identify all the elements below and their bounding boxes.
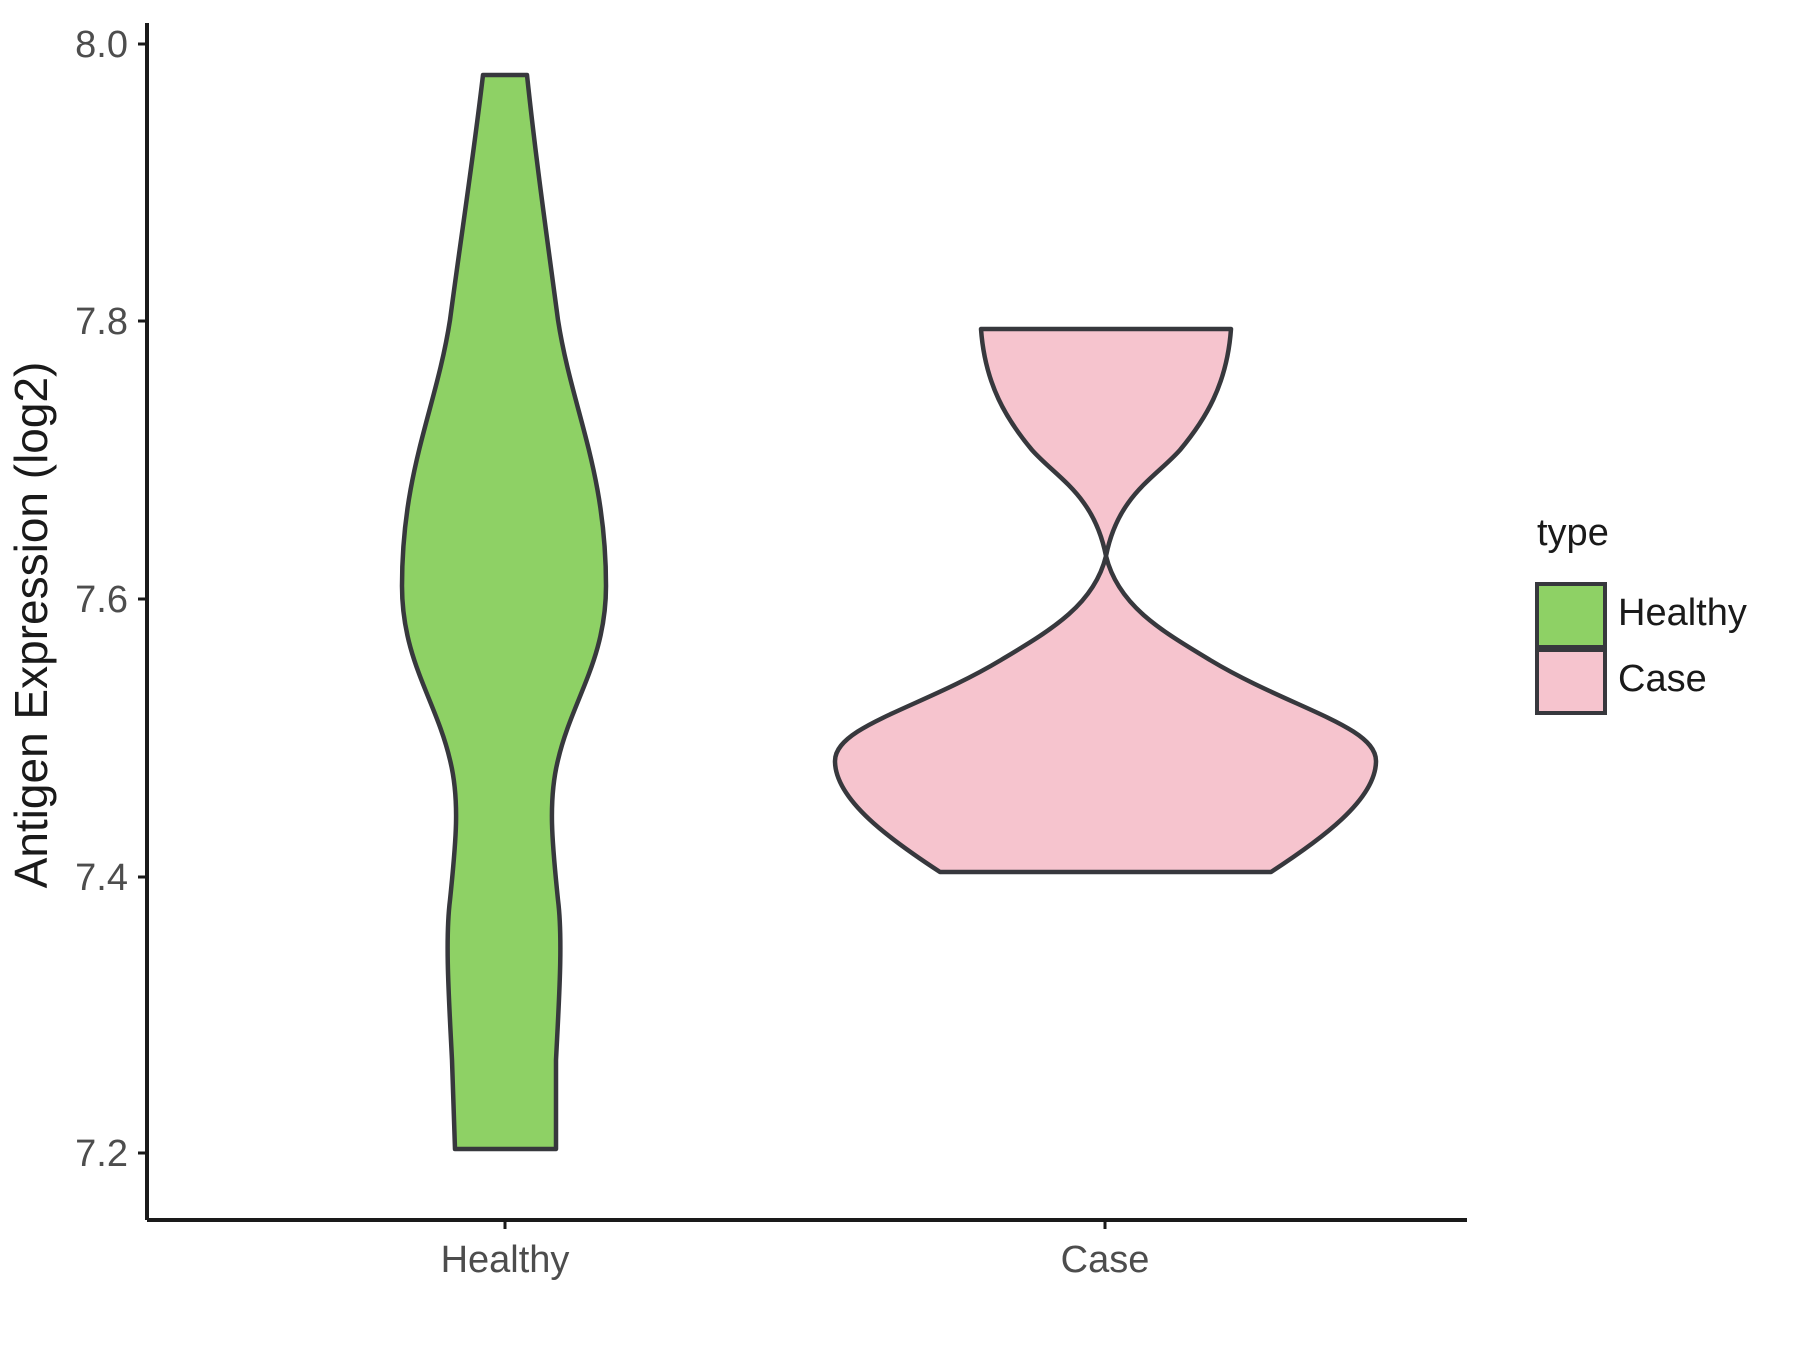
svg-text:Healthy: Healthy <box>1618 592 1747 634</box>
svg-text:Healthy: Healthy <box>441 1239 570 1281</box>
svg-text:7.2: 7.2 <box>75 1133 128 1175</box>
svg-text:Antigen Expression (log2): Antigen Expression (log2) <box>5 362 57 889</box>
svg-text:7.4: 7.4 <box>75 857 128 899</box>
svg-text:7.8: 7.8 <box>75 301 128 343</box>
svg-text:8.0: 8.0 <box>75 24 128 66</box>
svg-text:type: type <box>1537 512 1609 554</box>
svg-text:7.6: 7.6 <box>75 579 128 621</box>
svg-text:Case: Case <box>1618 658 1707 700</box>
svg-text:Case: Case <box>1061 1239 1150 1281</box>
